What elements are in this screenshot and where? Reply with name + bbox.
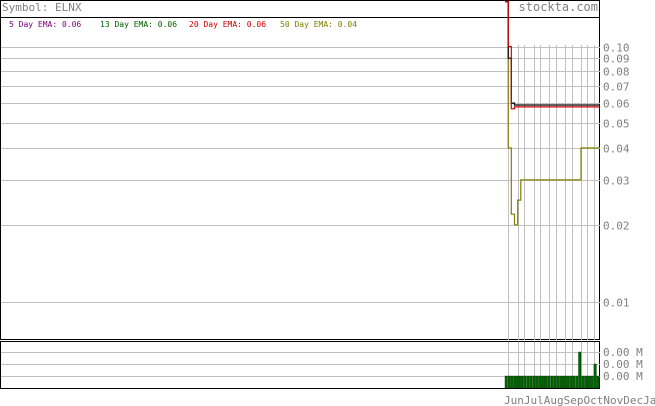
volume-gridlines	[1, 352, 600, 377]
volume-bar	[584, 375, 588, 389]
volume-bar	[575, 375, 579, 389]
volume-axis-labels: 0.00 M0.00 M0.00 M	[603, 346, 643, 383]
legend-ema50: 50 Day EMA: 0.04	[280, 20, 357, 29]
price-gridlines	[1, 47, 600, 303]
volume-bar	[566, 375, 569, 389]
y-tick-label: 0.10	[603, 42, 630, 55]
y-tick-label: 0.06	[603, 98, 630, 111]
volume-bar	[544, 375, 548, 389]
legend-ema20: 20 Day EMA: 0.06	[189, 20, 266, 29]
y-tick-label: 0.03	[603, 175, 630, 188]
time-gridlines	[508, 45, 595, 388]
y-tick-label: 0.08	[603, 66, 630, 79]
legend-ema5: 5 Day EMA: 0.06	[9, 20, 81, 29]
volume-bar	[529, 375, 533, 389]
series-lines	[505, 1, 600, 226]
y-tick-label: 0.05	[603, 118, 630, 131]
volume-bar	[581, 375, 585, 389]
volume-bar	[553, 375, 557, 389]
volume-bar	[596, 375, 600, 389]
y-tick-label: 0.07	[603, 81, 630, 94]
symbol-label: Symbol: ELNX	[2, 1, 82, 14]
volume-bar	[523, 375, 527, 389]
volume-bar	[532, 375, 536, 389]
volume-tick-label: 0.00 M	[603, 370, 643, 383]
volume-bar	[526, 375, 530, 389]
volume-bar	[517, 375, 520, 389]
volume-tick-label: 0.00 M	[603, 346, 643, 359]
volume-bar	[572, 375, 576, 389]
legend-ema13: 13 Day EMA: 0.06	[100, 20, 177, 29]
volume-bar	[541, 375, 545, 389]
price-axis-labels: 0.100.090.08 0.07 0.06 0.05 0.04 0.03 0.02 0.01	[603, 42, 630, 310]
volume-bar	[560, 375, 563, 389]
series-line-price	[505, 1, 600, 106]
series-line-20-day-ema	[505, 1, 600, 110]
y-tick-label: 0.02	[603, 220, 630, 233]
volume-bar	[569, 375, 573, 389]
volume-bar	[538, 375, 542, 389]
series-line-50-day-ema	[505, 1, 600, 226]
volume-bar	[507, 375, 511, 389]
volume-bar	[520, 375, 523, 389]
y-tick-label: 0.01	[603, 297, 630, 310]
volume-bars	[504, 351, 600, 389]
volume-bar	[504, 375, 508, 389]
volume-bar	[563, 375, 566, 389]
price-panel-frame	[0, 0, 600, 340]
volume-tick-label: 0.00 M	[603, 358, 643, 371]
x-axis-labels: JunJulAugSepOctNovDecJanFebMar2025	[504, 394, 655, 406]
volume-bar	[510, 375, 514, 389]
volume-bar	[556, 375, 560, 389]
volume-bar	[593, 363, 597, 389]
site-watermark: stockta.com	[519, 0, 598, 14]
y-tick-label: 0.04	[603, 143, 630, 156]
volume-bar	[550, 375, 554, 389]
volume-bar	[590, 375, 594, 389]
y-tick-label: 0.09	[603, 53, 630, 66]
volume-bar	[587, 375, 591, 389]
volume-bar	[514, 375, 517, 389]
volume-bar	[578, 351, 582, 389]
volume-bar	[547, 375, 551, 389]
volume-bar	[535, 375, 539, 389]
